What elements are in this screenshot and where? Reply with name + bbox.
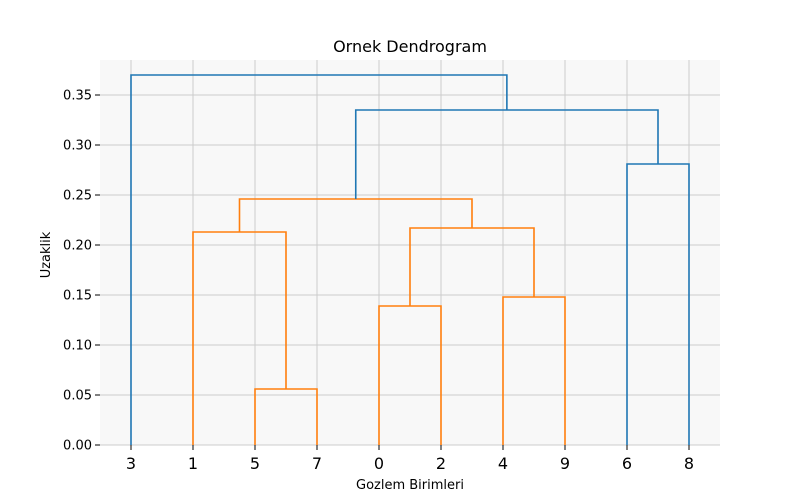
leaf-label: 0 bbox=[374, 454, 384, 473]
leaf-label: 9 bbox=[560, 454, 570, 473]
y-tick-label: 0.00 bbox=[63, 439, 92, 454]
y-tick-label: 0.30 bbox=[63, 139, 92, 154]
leaf-label: 6 bbox=[622, 454, 632, 473]
y-axis-ticks: 0.00 0.05 0.10 0.15 0.20 0.25 0.30 0.35 bbox=[63, 89, 100, 454]
leaf-label: 1 bbox=[188, 454, 198, 473]
y-tick-label: 0.25 bbox=[63, 189, 92, 204]
dendrogram-link bbox=[130, 74, 508, 445]
leaf-label: 4 bbox=[498, 454, 508, 473]
y-tick-label: 0.05 bbox=[63, 389, 92, 404]
y-tick-label: 0.20 bbox=[63, 239, 92, 254]
chart-title: Ornek Dendrogram bbox=[333, 37, 487, 56]
y-tick-label: 0.35 bbox=[63, 89, 92, 104]
leaf-label: 7 bbox=[312, 454, 322, 473]
y-axis-label: Uzaklik bbox=[39, 231, 54, 278]
leaf-label: 2 bbox=[436, 454, 446, 473]
y-tick-label: 0.10 bbox=[63, 339, 92, 354]
x-axis-label: Gozlem Birimleri bbox=[356, 478, 464, 493]
leaf-label: 3 bbox=[126, 454, 136, 473]
x-axis-leaf-labels: 3 1 5 7 0 2 4 9 6 8 bbox=[126, 445, 694, 473]
y-tick-label: 0.15 bbox=[63, 289, 92, 304]
leaf-label: 8 bbox=[684, 454, 694, 473]
leaf-label: 5 bbox=[250, 454, 260, 473]
dendrogram-links bbox=[130, 74, 690, 445]
